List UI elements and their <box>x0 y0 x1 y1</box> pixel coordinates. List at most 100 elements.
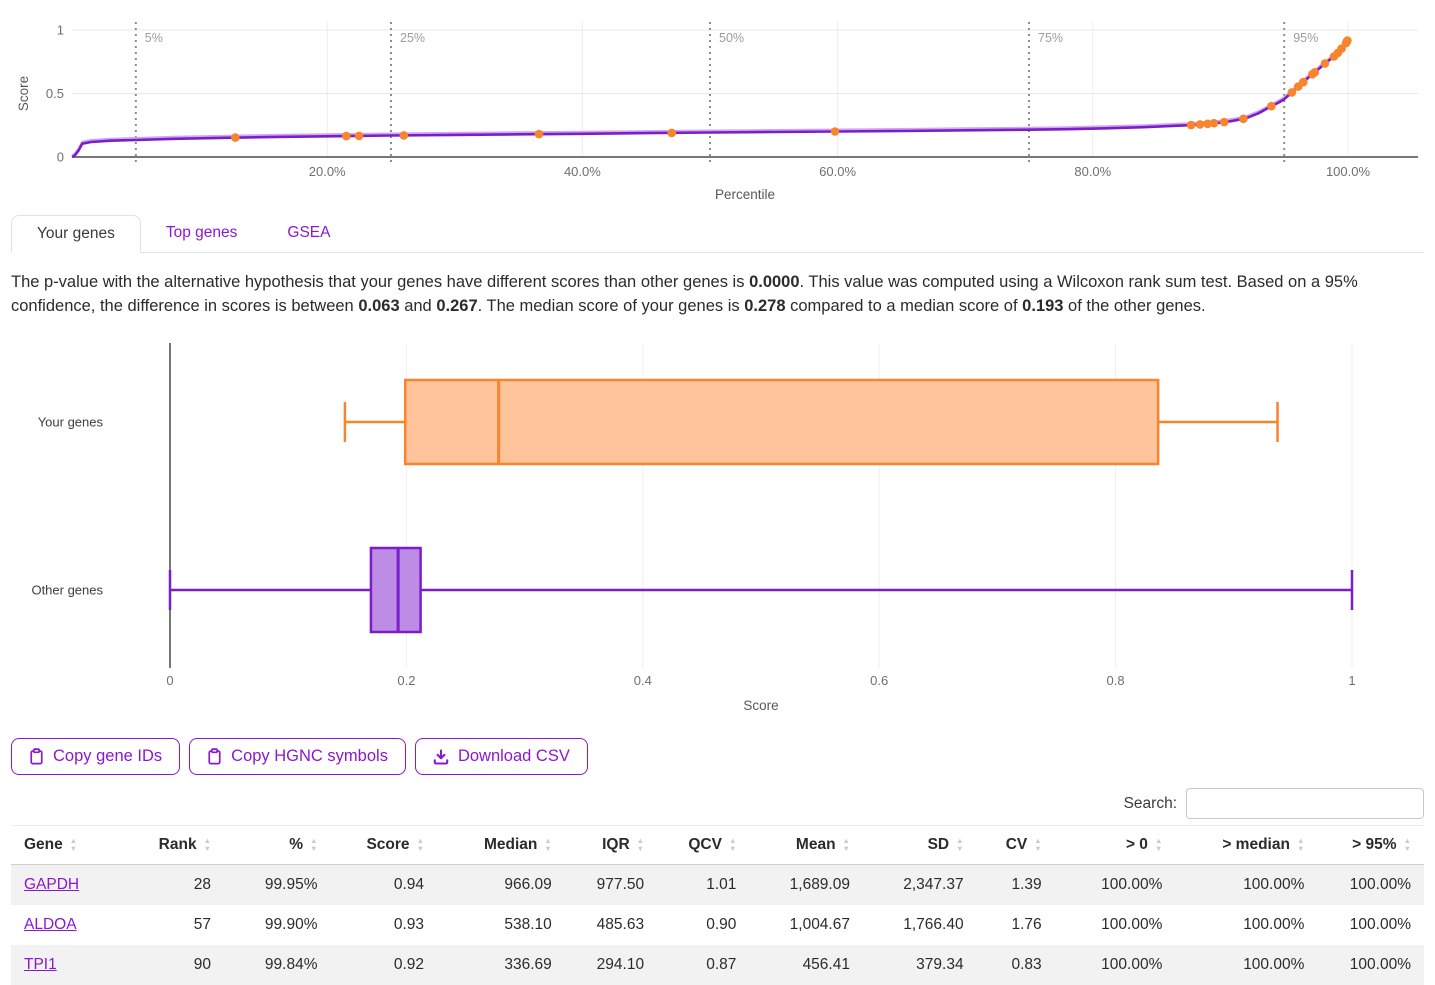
boxplot-chart: 0 0.2 0.4 0.6 0.8 1 Score Your genes Other genes <box>31 343 1356 713</box>
table-cell: 1,689.09 <box>789 876 850 893</box>
table-cell: 99.84% <box>264 956 318 973</box>
column-header-mean[interactable]: Mean ▲ ▼ <box>749 825 863 865</box>
gene-link[interactable]: GAPDH <box>24 876 80 893</box>
table-cell: 977.50 <box>596 876 645 893</box>
svg-text:Other genes: Other genes <box>31 583 103 598</box>
button-label: Download CSV <box>457 747 570 765</box>
column-header-score[interactable]: Score ▲ ▼ <box>330 825 437 865</box>
tab-gsea[interactable]: GSEA <box>287 224 331 241</box>
table-cell: TPI1 <box>11 945 125 985</box>
button-label: Copy HGNC symbols <box>231 747 388 765</box>
column-header-cv[interactable]: CV ▲ ▼ <box>976 825 1055 865</box>
column-header-qcv[interactable]: QCV ▲ ▼ <box>657 825 750 865</box>
table-row: ALDOA 57 99.90% 0.93 538.10 485.63 0.90 1,004.6… <box>11 905 1424 945</box>
column-label: > median <box>1222 836 1290 853</box>
svg-text:Percentile: Percentile <box>715 187 775 202</box>
sort-icon[interactable]: ▲ ▼ <box>1403 836 1411 853</box>
sort-icon[interactable]: ▲ ▼ <box>416 836 424 853</box>
copy-gene-ids-button[interactable]: Copy gene IDs <box>11 738 181 775</box>
svg-text:Score: Score <box>743 698 778 713</box>
stat-value: 0.063 <box>358 297 400 315</box>
sort-icon[interactable]: ▲ ▼ <box>956 836 964 853</box>
button-row: Copy gene IDs Copy HGNC symbols Download C… <box>11 738 1424 775</box>
gene-link[interactable]: ALDOA <box>24 916 77 933</box>
svg-text:95%: 95% <box>1293 31 1318 45</box>
download-csv-button[interactable]: Download CSV <box>414 738 588 775</box>
svg-text:Score: Score <box>16 76 31 111</box>
box-other-genes: Other genes <box>31 546 1354 634</box>
column-label: Score <box>366 836 410 853</box>
column-label: > 95% <box>1352 836 1397 853</box>
sort-icon[interactable]: ▲ ▼ <box>203 836 211 853</box>
svg-text:0: 0 <box>57 150 64 165</box>
table-cell: 966.09 <box>504 876 552 893</box>
svg-text:100.0%: 100.0% <box>1326 164 1371 179</box>
column-header-[interactable]: % ▲ ▼ <box>224 825 331 865</box>
svg-text:Your genes: Your genes <box>38 415 104 430</box>
table-row: TPI1 90 99.84% 0.92 336.69 294.10 0.87 456.41 37… <box>11 945 1424 985</box>
table-cell: 57 <box>193 916 211 933</box>
column-header-95[interactable]: > 95% ▲ ▼ <box>1317 825 1424 865</box>
svg-text:0.6: 0.6 <box>870 673 888 688</box>
column-label: CV <box>1005 836 1028 853</box>
column-header-iqr[interactable]: IQR ▲ ▼ <box>564 825 658 865</box>
table-cell: 100.00% <box>1349 916 1411 933</box>
sort-icon[interactable]: ▲ ▼ <box>728 836 737 853</box>
sort-icon[interactable]: ▲ ▼ <box>310 836 318 853</box>
table-cell: 100.00% <box>1101 876 1163 893</box>
table-cell: ALDOA <box>11 905 125 945</box>
table-cell: 2,347.37 <box>903 876 964 893</box>
svg-text:1: 1 <box>57 23 64 38</box>
svg-text:20.0%: 20.0% <box>309 164 346 179</box>
gene-link[interactable]: TPI1 <box>24 956 57 973</box>
download-icon <box>433 748 449 765</box>
score-curve <box>71 38 1350 159</box>
column-header-sd[interactable]: SD ▲ ▼ <box>862 825 977 865</box>
table-cell: 1,766.40 <box>903 916 964 933</box>
column-header-0[interactable]: > 0 ▲ ▼ <box>1054 825 1176 865</box>
column-header-median[interactable]: Median ▲ ▼ <box>437 825 565 865</box>
table-cell: 100.00% <box>1101 916 1163 933</box>
search-input[interactable] <box>1186 788 1424 819</box>
table-cell: 0.92 <box>393 956 424 973</box>
svg-text:1: 1 <box>1348 673 1355 688</box>
column-header-median[interactable]: > median ▲ ▼ <box>1175 825 1318 865</box>
svg-text:80.0%: 80.0% <box>1074 164 1111 179</box>
clipboard-icon <box>29 748 44 765</box>
sort-icon[interactable]: ▲ ▼ <box>544 836 552 853</box>
svg-text:0.8: 0.8 <box>1107 673 1125 688</box>
stat-value: 0.193 <box>1022 297 1064 315</box>
table-cell: 0.83 <box>1011 956 1042 973</box>
table-cell: 1.39 <box>1011 876 1042 893</box>
percentile-chart: 20.0% 40.0% 60.0% 80.0% 100.0% 0 0.5 1 5% 25% 50% 7… <box>16 22 1418 202</box>
sort-icon[interactable]: ▲ ▼ <box>1154 836 1163 853</box>
column-header-rank[interactable]: Rank ▲ ▼ <box>124 825 224 865</box>
svg-text:0.2: 0.2 <box>397 673 415 688</box>
stat-value: 0.0000 <box>749 273 800 291</box>
svg-text:25%: 25% <box>400 31 425 45</box>
table-cell: 100.00% <box>1243 916 1305 933</box>
svg-text:0.4: 0.4 <box>634 673 652 688</box>
sort-icon[interactable]: ▲ ▼ <box>636 836 645 853</box>
copy-hgnc-symbols-button[interactable]: Copy HGNC symbols <box>189 738 406 775</box>
your-genes-markers <box>231 36 1352 142</box>
table-cell: 100.00% <box>1349 876 1411 893</box>
table-cell: 0.94 <box>393 876 424 893</box>
table-cell: 90 <box>193 956 211 973</box>
table-cell: 538.10 <box>504 916 552 933</box>
table-row: GAPDH 28 99.95% 0.94 966.09 977.50 1.01 1,689.0… <box>11 864 1424 906</box>
sort-icon[interactable]: ▲ ▼ <box>69 836 78 853</box>
table-cell: GAPDH <box>11 865 125 906</box>
table-cell: 379.34 <box>916 956 964 973</box>
table-cell: 28 <box>193 876 211 893</box>
tab-top-genes[interactable]: Top genes <box>165 224 238 241</box>
stats-paragraph: The p-value with the alternative hypothe… <box>11 273 1358 315</box>
tab-your-genes[interactable]: Your genes <box>11 215 141 253</box>
table-cell: 0.93 <box>393 916 424 933</box>
sort-icon[interactable]: ▲ ▼ <box>1296 836 1305 853</box>
column-header-gene[interactable]: Gene ▲ ▼ <box>11 825 125 865</box>
table-cell: 336.69 <box>504 956 552 973</box>
sort-icon[interactable]: ▲ ▼ <box>1034 836 1042 853</box>
sort-icon[interactable]: ▲ ▼ <box>842 836 850 853</box>
